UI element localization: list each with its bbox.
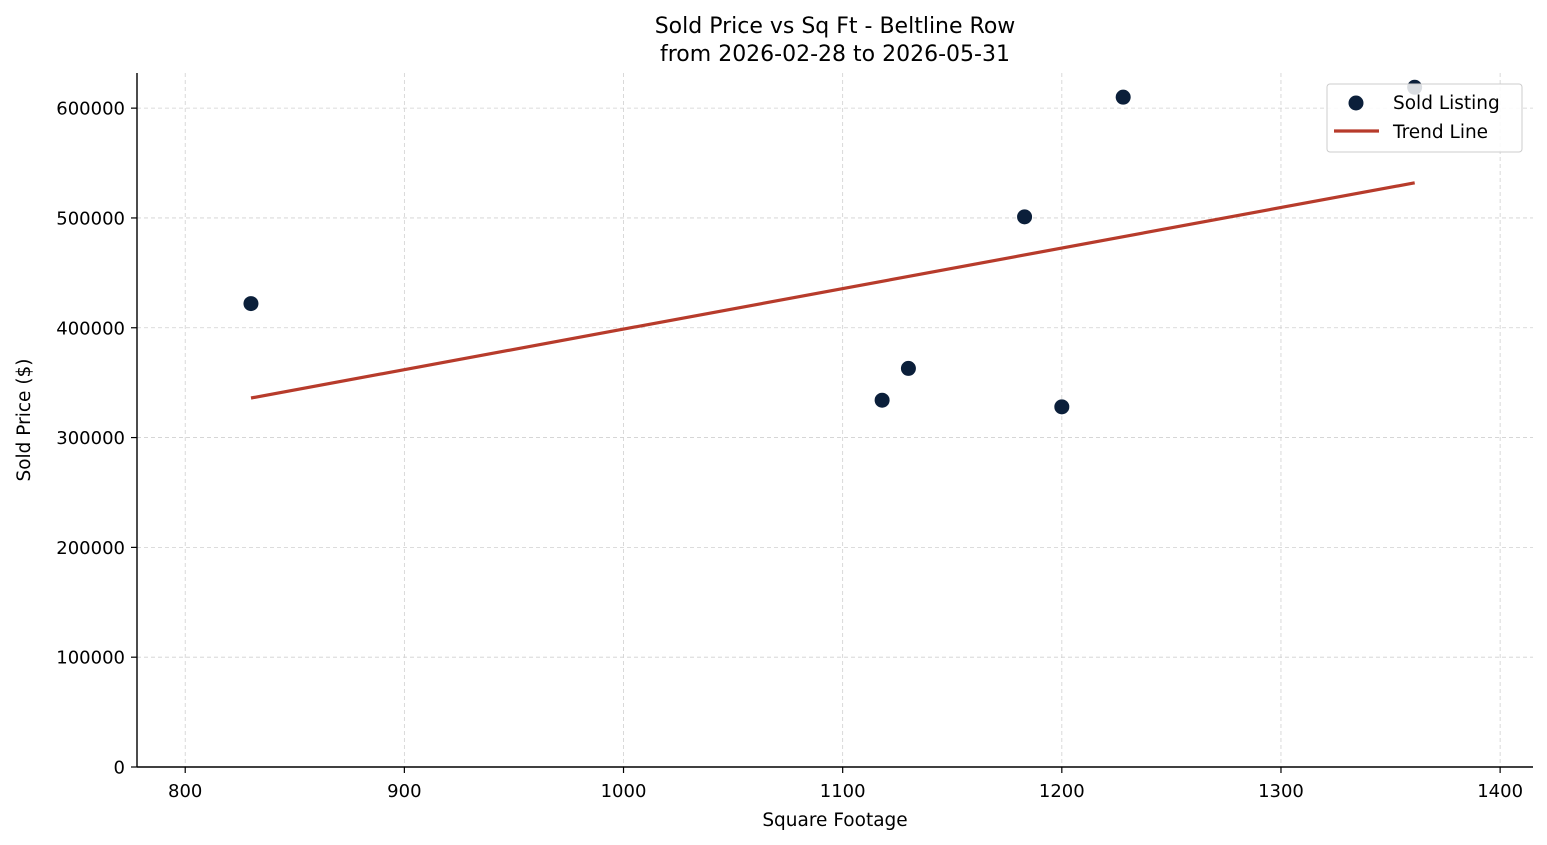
y-tick-label: 200000 [56,538,125,559]
y-tick-label: 400000 [56,318,125,339]
legend: Sold Listing Trend Line [1326,83,1523,153]
scatter-point [1054,399,1070,415]
x-tick-label: 1200 [1039,781,1085,802]
chart-title-line2: from 2026-02-28 to 2026-05-31 [660,42,1010,67]
series-layer [243,79,1423,415]
x-tick-label: 800 [168,781,202,802]
x-tick-label: 1300 [1258,781,1304,802]
grid-layer [137,73,1533,768]
ticks-layer: 800 900 1000 1100 1200 1300 1400 0 100000 200000 3… [56,99,1523,802]
scatter-point [243,296,259,312]
scatter-point [874,392,890,408]
legend-box [1326,83,1523,153]
y-tick-label: 0 [114,758,125,779]
x-tick-label: 900 [387,781,421,802]
scatter-point [900,360,916,376]
y-tick-label: 500000 [56,208,125,229]
y-tick-label: 300000 [56,428,125,449]
legend-label-sold-listing: Sold Listing [1393,93,1500,114]
chart-title-line1: Sold Price vs Sq Ft - Beltline Row [655,14,1016,39]
scatter-point [1115,89,1131,105]
legend-marker-sold-listing [1348,95,1364,111]
y-tick-label: 600000 [56,99,125,120]
x-axis-label: Square Footage [762,810,907,831]
legend-label-trend-line: Trend Line [1392,122,1488,143]
x-tick-label: 1400 [1477,781,1523,802]
x-tick-label: 1000 [601,781,647,802]
axes-layer [136,73,1533,768]
trend-line [250,181,1415,400]
y-tick-label: 100000 [56,648,125,669]
scatter-point [1017,209,1033,225]
x-tick-label: 1100 [820,781,866,802]
y-axis-label: Sold Price ($) [14,358,35,481]
